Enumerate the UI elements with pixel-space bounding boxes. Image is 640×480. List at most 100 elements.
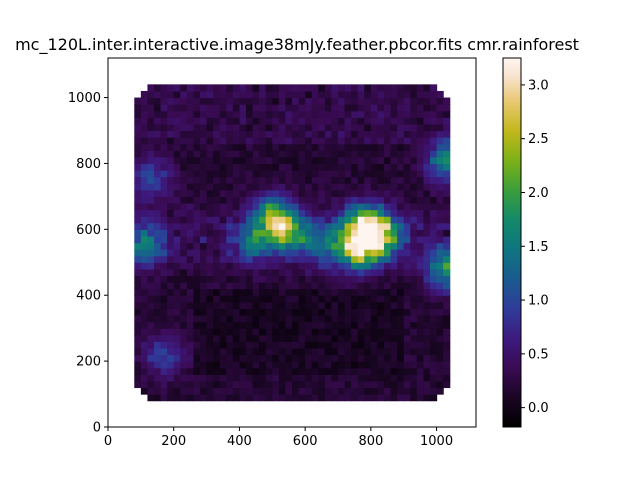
heatmap-cell <box>140 255 149 263</box>
heatmap-cell <box>390 361 398 369</box>
heatmap-cell <box>278 163 287 171</box>
heatmap-cell <box>186 97 195 105</box>
heatmap-cell <box>186 361 195 369</box>
heatmap-cell <box>357 301 365 309</box>
heatmap-cell <box>213 216 221 224</box>
heatmap-cell <box>443 150 451 158</box>
heatmap-cell <box>219 275 227 283</box>
heatmap-cell <box>390 347 398 356</box>
heatmap-cell <box>436 110 444 118</box>
heatmap-cell <box>167 321 175 329</box>
heatmap-cell <box>154 189 162 197</box>
heatmap-cell <box>377 354 385 362</box>
heatmap-cell <box>219 222 227 230</box>
heatmap-cell <box>134 150 142 158</box>
heatmap-cell <box>206 150 214 158</box>
heatmap-cell <box>377 229 385 237</box>
heatmap-cell <box>160 262 168 270</box>
heatmap-cell <box>324 84 333 92</box>
heatmap-cell <box>272 394 280 402</box>
heatmap-cell <box>200 104 208 112</box>
heatmap-cell <box>390 209 398 217</box>
heatmap-cell <box>160 235 168 244</box>
heatmap-cell <box>377 275 385 283</box>
heatmap-cell <box>278 288 287 296</box>
heatmap-cell <box>357 314 365 323</box>
heatmap-cell <box>443 255 451 263</box>
heatmap-cell <box>298 130 306 138</box>
heatmap-cell <box>403 90 411 99</box>
heatmap-cell <box>344 361 352 369</box>
heatmap-cell <box>272 189 280 197</box>
heatmap-cell <box>377 176 385 184</box>
heatmap-cell <box>423 156 431 165</box>
heatmap-cell <box>252 308 260 316</box>
y-tick-label: 0 <box>93 421 101 436</box>
heatmap-cell <box>351 314 359 323</box>
heatmap-cell <box>357 262 365 270</box>
heatmap-cell <box>167 117 175 125</box>
heatmap-cell <box>305 314 313 323</box>
heatmap-cell <box>154 288 162 296</box>
heatmap-cell <box>147 394 155 402</box>
heatmap-cell <box>298 295 306 303</box>
heatmap-cell <box>285 242 293 250</box>
heatmap-cell <box>272 314 280 323</box>
heatmap-cell <box>443 202 451 211</box>
heatmap-cell <box>186 242 195 250</box>
heatmap-cell <box>193 262 201 270</box>
heatmap-cell <box>252 176 260 184</box>
heatmap-cell <box>259 301 267 309</box>
heatmap-cell <box>443 196 451 204</box>
heatmap-cell <box>318 202 326 211</box>
heatmap-cell <box>416 209 425 217</box>
heatmap-cell <box>292 97 300 105</box>
heatmap-cell <box>206 262 214 270</box>
heatmap-cell <box>272 380 280 389</box>
heatmap-cell <box>246 150 254 158</box>
heatmap-cell <box>344 222 352 230</box>
heatmap-cell <box>390 137 398 145</box>
heatmap-cell <box>351 90 359 99</box>
heatmap-cell <box>259 196 267 204</box>
heatmap-cell <box>344 90 352 99</box>
heatmap-cell <box>384 216 392 224</box>
heatmap-cell <box>390 262 398 270</box>
heatmap-cell <box>430 189 438 197</box>
heatmap-cell <box>140 380 149 389</box>
heatmap-cell <box>403 137 411 145</box>
heatmap-cell <box>324 97 333 105</box>
heatmap-cell <box>344 229 352 237</box>
heatmap-cell <box>390 123 398 132</box>
heatmap-cell <box>226 295 234 303</box>
heatmap-cell <box>344 308 352 316</box>
heatmap-cell <box>423 354 431 362</box>
heatmap-cell <box>154 130 162 138</box>
heatmap-cell <box>265 90 273 99</box>
heatmap-cell <box>298 110 306 118</box>
heatmap-cell <box>292 196 300 204</box>
heatmap-cell <box>351 235 359 244</box>
heatmap-cell <box>423 209 431 217</box>
heatmap-cell <box>252 183 260 191</box>
heatmap-cell <box>278 295 287 303</box>
heatmap-cell <box>390 183 398 191</box>
heatmap-cell <box>239 216 247 224</box>
heatmap-cell <box>200 367 208 375</box>
heatmap-cell <box>403 394 411 402</box>
heatmap-cell <box>206 301 214 309</box>
heatmap-cell <box>410 321 418 329</box>
heatmap-cell <box>206 341 214 349</box>
heatmap-cell <box>147 170 155 178</box>
heatmap-cell <box>232 268 241 277</box>
heatmap-cell <box>416 334 425 342</box>
heatmap-cell <box>193 361 201 369</box>
heatmap-cell <box>292 229 300 237</box>
heatmap-cell <box>384 255 392 263</box>
heatmap-cell <box>239 209 247 217</box>
heatmap-cell <box>331 268 339 277</box>
heatmap-cell <box>140 341 149 349</box>
heatmap-cell <box>364 176 372 184</box>
heatmap-cell <box>213 268 221 277</box>
